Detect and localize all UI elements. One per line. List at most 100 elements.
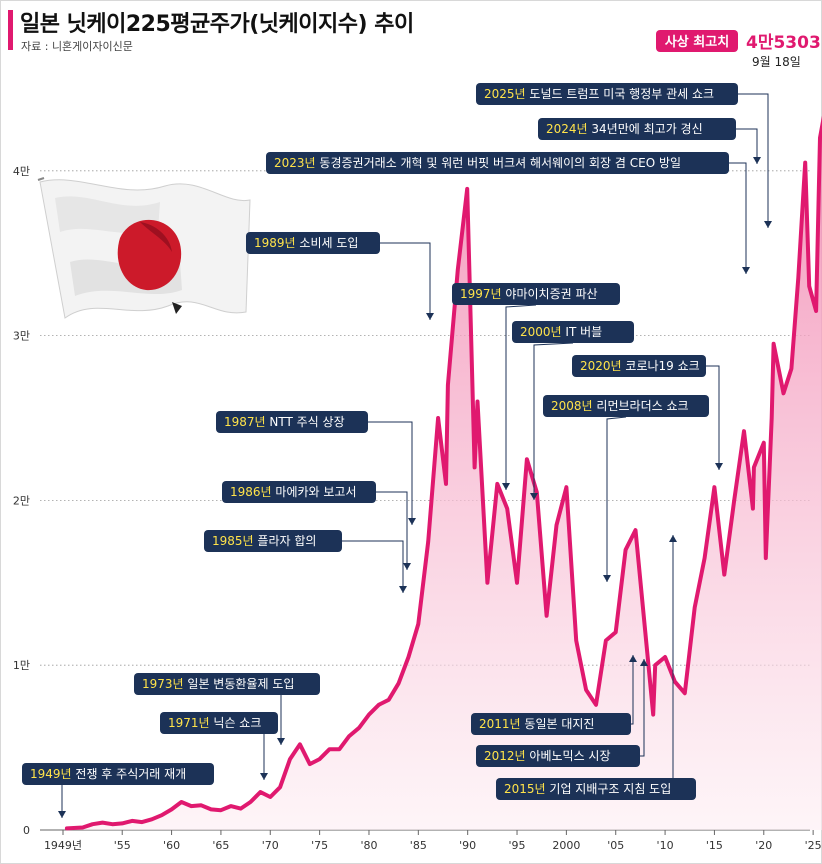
x-tick-label: '15 [706, 839, 723, 852]
annotation-callout: 1985년 플라자 합의 [204, 530, 407, 593]
annotation-event: 일본 변동환율제 도입 [187, 677, 294, 691]
y-tick-label: 0 [23, 824, 30, 837]
annotation-text: 2020년 코로나19 쇼크 [580, 359, 700, 373]
annotation-callout: 1989년 소비세 도입 [246, 232, 434, 320]
annotation-event: 플라자 합의 [257, 534, 316, 548]
annotation-event: IT 버블 [565, 325, 602, 339]
annotation-leader [380, 242, 431, 320]
annotation-arrow-icon [742, 267, 750, 274]
annotation-event: 리먼브라더스 쇼크 [596, 399, 688, 413]
annotation-year: 2008년 [551, 399, 596, 413]
annotation-year: 2024년 [546, 122, 591, 136]
annotation-callout: 1987년 NTT 주식 상장 [216, 411, 416, 525]
annotation-arrow-icon [753, 157, 761, 164]
annotation-callout: 2023년 동경증권거래소 개혁 및 워런 버핏 버크셔 해서웨이의 회장 겸 … [266, 152, 750, 274]
annotation-callout: 1997년 야마이치증권 파산 [452, 283, 620, 490]
annotation-callout: 2000년 IT 버블 [512, 321, 634, 500]
annotation-box [266, 152, 729, 174]
annotation-event: 소비세 도입 [299, 236, 358, 250]
index-line [64, 115, 822, 831]
x-tick-label: '20 [755, 839, 772, 852]
annotation-event: 기업 지배구조 지침 도입 [549, 782, 671, 796]
annotation-event: 전쟁 후 주식거래 재개 [75, 767, 186, 781]
x-tick-label: '75 [311, 839, 328, 852]
record-date: 9월 18일 [752, 55, 801, 69]
annotation-year: 1986년 [230, 485, 275, 499]
annotation-event: 코로나19 쇼크 [625, 359, 699, 373]
annotation-box [134, 673, 320, 695]
annotation-leader [736, 128, 758, 164]
annotation-year: 2011년 [479, 717, 524, 731]
annotation-year: 2025년 [484, 87, 529, 101]
y-tick-label: 1만 [13, 659, 30, 672]
annotation-box [476, 745, 640, 767]
annotation-leader [631, 655, 634, 725]
x-tick-label: '60 [163, 839, 180, 852]
annotation-year: 1987년 [224, 415, 269, 429]
annotation-text: 1986년 마에카와 보고서 [230, 485, 357, 499]
annotation-box [160, 712, 278, 734]
annotation-arrow-icon [277, 738, 285, 745]
annotation-leader [640, 659, 645, 757]
annotation-text: 1985년 플라자 합의 [212, 534, 316, 548]
annotation-year: 2020년 [580, 359, 625, 373]
annotation-text: 1987년 NTT 주식 상장 [224, 415, 345, 429]
annotation-text: 2008년 리먼브라더스 쇼크 [551, 399, 689, 413]
annotation-event: 마에카와 보고서 [275, 485, 356, 499]
annotation-event: NTT 주식 상장 [269, 415, 344, 429]
annotation-callout: 2025년 도널드 트럼프 미국 행정부 관세 쇼크 [476, 83, 772, 228]
annotation-callout: 2011년 동일본 대지진 [471, 655, 637, 735]
annotation-year: 1989년 [254, 236, 299, 250]
annotation-callout: 2020년 코로나19 쇼크 [572, 355, 723, 470]
annotation-leader [706, 365, 720, 470]
annotation-callout: 2024년 34년만에 최고가 경신 [538, 118, 761, 164]
annotation-callout: 1973년 일본 변동환율제 도입 [134, 673, 320, 745]
annotation-leader [505, 304, 537, 490]
annotation-arrow-icon [403, 563, 411, 570]
annotation-leader [533, 342, 574, 500]
annotation-event: 도널드 트럼프 미국 행정부 관세 쇼크 [529, 86, 714, 101]
annotation-callout: 2008년 리먼브라더스 쇼크 [543, 395, 709, 582]
annotation-year: 1973년 [142, 677, 187, 691]
annotation-box [246, 232, 380, 254]
annotation-text: 2012년 아베노믹스 시장 [484, 749, 611, 763]
annotation-leader [376, 491, 408, 570]
record-value: 4만5303 [746, 33, 821, 53]
annotation-box [476, 83, 738, 105]
annotation-arrow-icon [640, 659, 648, 666]
annotation-arrow-icon [669, 535, 677, 542]
x-tick-label: '95 [509, 839, 526, 852]
x-tick-label: 1949년 [44, 839, 82, 852]
annotation-box [204, 530, 342, 552]
annotation-arrow-icon [530, 493, 538, 500]
y-tick-label: 2만 [13, 494, 30, 507]
annotation-callout: 1971년 닉슨 쇼크 [160, 712, 278, 780]
annotation-year: 1949년 [30, 767, 75, 781]
y-tick-label: 3만 [13, 330, 30, 343]
annotation-text: 1973년 일본 변동환율제 도입 [142, 677, 294, 691]
annotation-callout: 1949년 전쟁 후 주식거래 재개 [22, 763, 214, 818]
annotations: 1949년 전쟁 후 주식거래 재개 1971년 닉슨 쇼크 1973년 일본 변동… [22, 83, 772, 818]
annotation-arrow-icon [399, 586, 407, 593]
annotation-arrow-icon [603, 575, 611, 582]
annotation-event: 34년만에 최고가 경신 [591, 122, 702, 136]
y-axis-ticks: 0 1만 2만 3만 4만 [13, 165, 30, 837]
annotation-box [496, 778, 696, 800]
annotation-text: 2000년 IT 버블 [520, 325, 602, 339]
annotation-year: 2000년 [520, 325, 565, 339]
annotation-box [471, 713, 631, 735]
annotation-arrow-icon [629, 655, 637, 662]
annotation-event: 야마이치증권 파산 [505, 287, 597, 301]
japan-flag-icon [37, 177, 251, 319]
annotation-text: 2024년 34년만에 최고가 경신 [546, 122, 703, 136]
annotation-year: 2023년 [274, 156, 319, 170]
x-tick-label: '25 [805, 839, 822, 852]
annotation-arrow-icon [764, 221, 772, 228]
annotation-callout: 2015년 기업 지배구조 지침 도입 [496, 535, 696, 800]
chart-title: 일본 닛케이225평균주가(닛케이지수) 추이 [20, 12, 414, 37]
annotation-callout: 1986년 마에카와 보고서 [222, 481, 411, 570]
x-tick-label: '70 [262, 839, 279, 852]
annotation-text: 2023년 동경증권거래소 개혁 및 워런 버핏 버크셔 해서웨이의 회장 겸 … [274, 156, 681, 170]
annotation-text: 2011년 동일본 대지진 [479, 717, 594, 731]
